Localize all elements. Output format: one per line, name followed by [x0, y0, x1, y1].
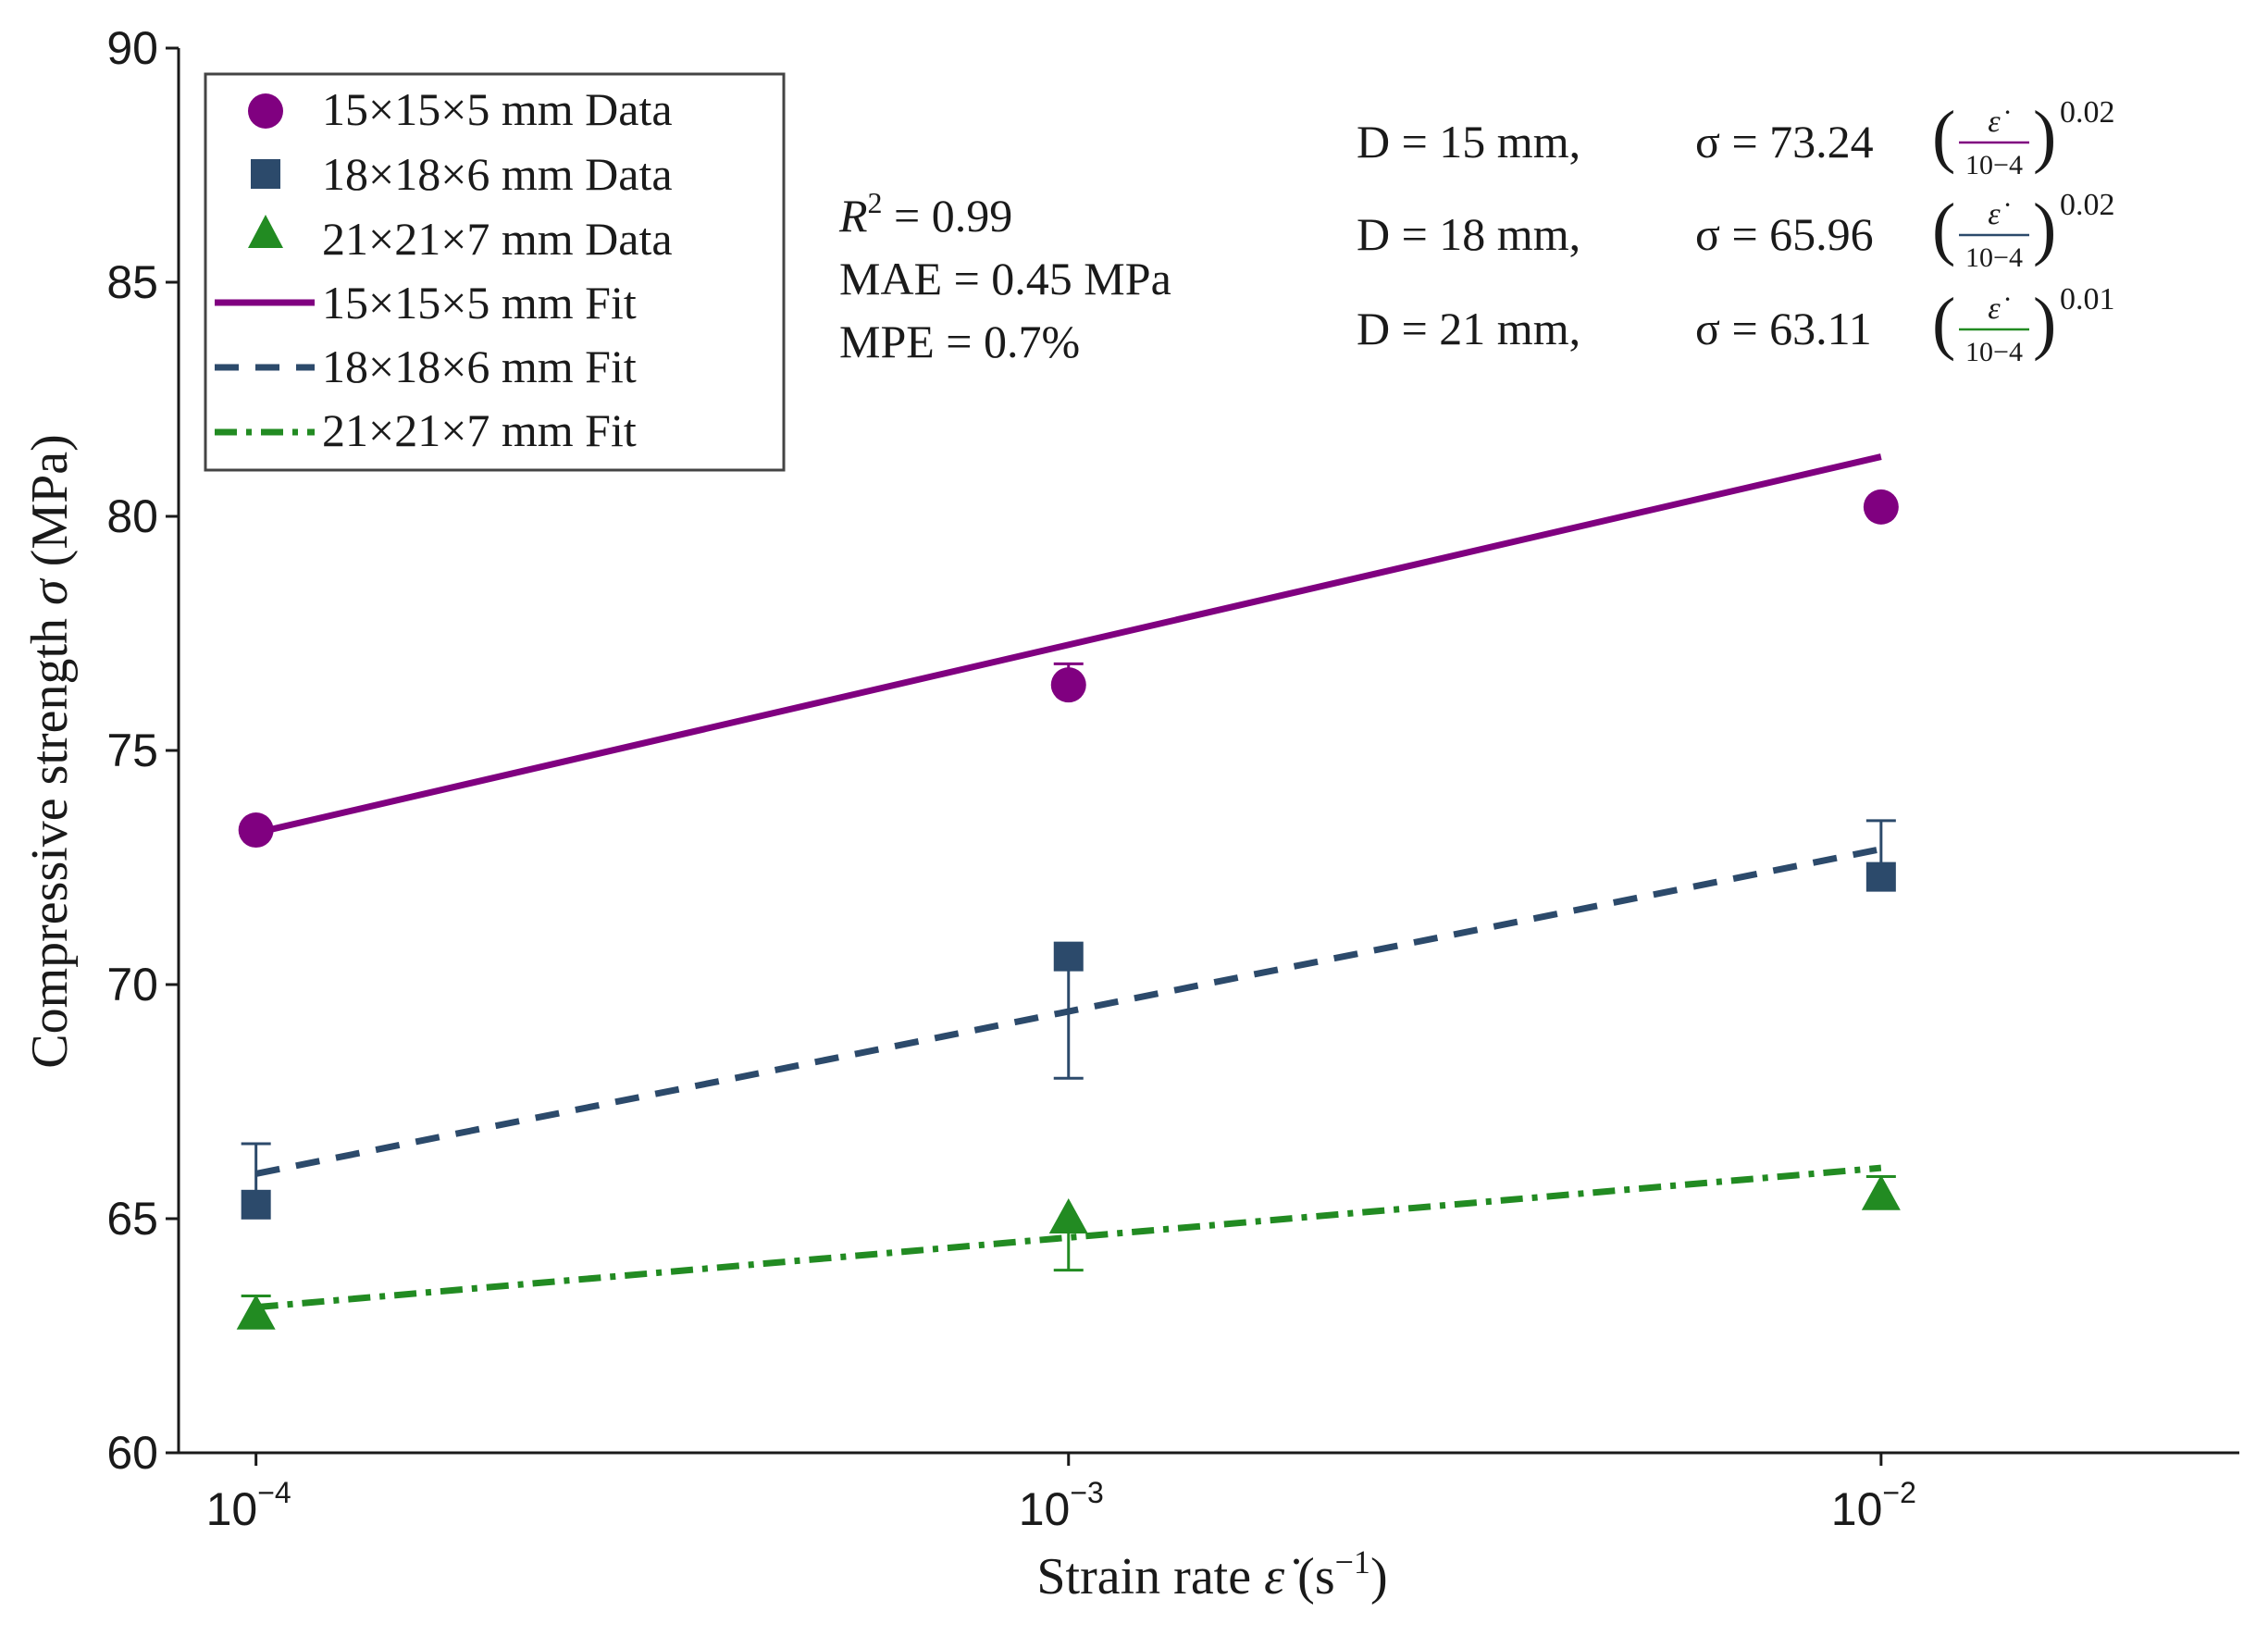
data-point: [1050, 667, 1086, 703]
equation-21mm-lhs: D = 21 mm,: [1357, 303, 1580, 354]
equation-15mm: D = 15 mm, σ = 73.24 ( ε̇ 10−4 ) 0.02: [1357, 95, 2115, 180]
equation-18mm-paren-open: (: [1932, 190, 1955, 267]
data-point: [238, 812, 274, 849]
data-point: [1053, 941, 1084, 972]
equation-18mm-lhs: D = 18 mm,: [1357, 208, 1580, 260]
equation-21mm-paren-close: ): [2033, 284, 2056, 362]
equation-21mm: D = 21 mm, σ = 63.11 ( ε̇ 10−4 ) 0.01: [1357, 282, 2115, 367]
equation-21mm-exponent: 0.01: [2060, 282, 2115, 316]
equation-15mm-exponent: 0.02: [2060, 95, 2115, 130]
series-1: [238, 453, 1899, 849]
equation-18mm: D = 18 mm, σ = 65.96 ( ε̇ 10−4 ) 0.02: [1357, 188, 2115, 273]
x-axis-label: Strain rate ε̇ (s−1): [1036, 1543, 1387, 1605]
equation-15mm-lhs: D = 15 mm,: [1357, 116, 1580, 167]
y-tick-label: 90: [106, 22, 158, 74]
equation-15mm-frac-den: 10−4: [1965, 150, 2023, 180]
fit-statistics: R2 = 0.99 MAE = 0.45 MPa MPE = 0.7%: [838, 186, 1171, 367]
stat-mpe: MPE = 0.7%: [839, 316, 1080, 367]
plot-area: [236, 453, 1901, 1330]
legend-label-4: 15×15×5 mm Fit: [322, 277, 637, 328]
x-tick-label: 10−3: [1019, 1476, 1104, 1535]
equation-18mm-exponent: 0.02: [2060, 188, 2115, 222]
equation-15mm-sigma: σ = 73.24: [1695, 116, 1874, 167]
data-point: [1048, 1198, 1088, 1233]
stat-r-squared: R2 = 0.99: [838, 186, 1012, 242]
y-tick-label: 70: [106, 959, 158, 1010]
x-tick-label: 10−2: [1831, 1476, 1916, 1535]
legend-label-3: 21×21×7 mm Data: [322, 213, 673, 265]
data-point: [236, 1294, 276, 1330]
legend-box: [204, 72, 786, 472]
legend-marker-square: [251, 159, 280, 189]
equation-18mm-sigma: σ = 65.96: [1695, 208, 1874, 260]
fit-line-3: [255, 1164, 1882, 1311]
legend-marker-triangle: [248, 215, 283, 248]
legend: 15×15×5 mm Data 18×18×6 mm Data 21×21×7 …: [204, 72, 786, 472]
equation-18mm-paren-close: ): [2033, 190, 2056, 267]
legend-label-5: 18×18×6 mm Fit: [322, 341, 637, 392]
y-tick-label: 85: [106, 256, 158, 308]
y-tick-label: 60: [106, 1427, 158, 1479]
equation-15mm-paren-open: (: [1932, 97, 1955, 175]
x-ticks: 10−4 10−3 10−2: [206, 1453, 1916, 1535]
y-axis-label: Compressive strength σ (MPa): [21, 434, 79, 1069]
y-tick-label: 80: [106, 490, 158, 542]
series-2: [241, 819, 1896, 1220]
legend-label-1: 15×15×5 mm Data: [322, 83, 673, 135]
equation-21mm-sigma: σ = 63.11: [1695, 303, 1872, 354]
fit-equations: D = 15 mm, σ = 73.24 ( ε̇ 10−4 ) 0.02 D …: [1357, 95, 2115, 367]
data-point: [1863, 489, 1899, 525]
equation-18mm-frac-den: 10−4: [1965, 242, 2023, 273]
equation-21mm-paren-open: (: [1932, 284, 1955, 362]
data-point: [1865, 861, 1896, 892]
legend-marker-circle: [248, 93, 283, 129]
fit-line-1: [254, 453, 1882, 837]
data-point: [1861, 1174, 1901, 1210]
x-tick-label: 10−4: [206, 1476, 291, 1535]
legend-label-2: 18×18×6 mm Data: [322, 148, 673, 200]
equation-21mm-frac-den: 10−4: [1965, 337, 2023, 367]
data-point: [241, 1189, 271, 1220]
series-3: [236, 1164, 1901, 1330]
y-tick-label: 75: [106, 725, 158, 776]
legend-label-6: 21×21×7 mm Fit: [322, 404, 637, 456]
y-tick-label: 65: [106, 1193, 158, 1245]
y-ticks: 60 65 70 75 80 85 90: [106, 22, 179, 1479]
stat-mae: MAE = 0.45 MPa: [839, 253, 1171, 304]
equation-15mm-paren-close: ): [2033, 97, 2056, 175]
